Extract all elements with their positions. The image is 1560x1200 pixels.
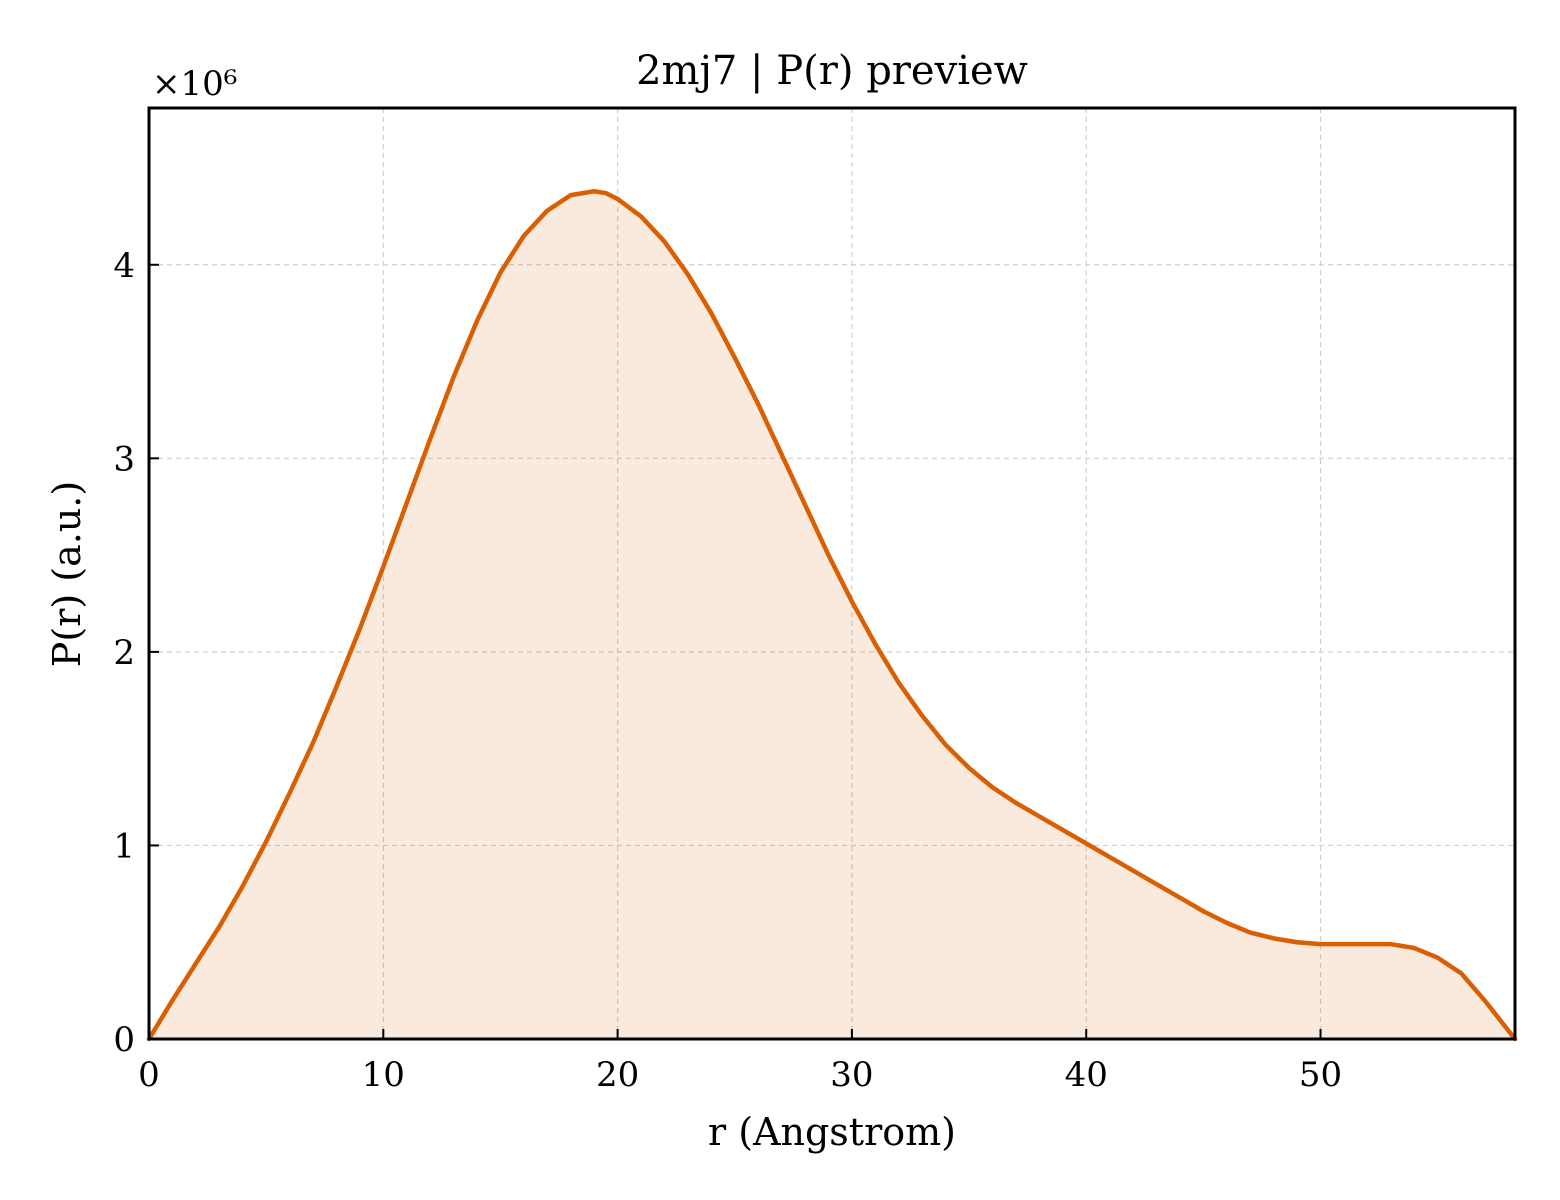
- y-tick-label: 4: [113, 246, 135, 286]
- y-multiplier-label: ×10⁶: [152, 64, 237, 104]
- x-tick-label: 40: [1065, 1055, 1108, 1095]
- y-tick-label: 3: [113, 439, 135, 479]
- series-area-layer: [149, 191, 1515, 1040]
- series-line: [146, 188, 1518, 1042]
- chart-title: 2mj7 | P(r) preview: [636, 48, 1028, 94]
- x-tick-label: 10: [362, 1055, 405, 1095]
- series-line-layer: [146, 188, 1518, 1042]
- x-tick-label: 20: [596, 1055, 639, 1095]
- x-tick-label: 0: [138, 1055, 160, 1095]
- x-axis-label: r (Angstrom): [708, 1110, 956, 1154]
- y-tick-label: 2: [113, 633, 135, 673]
- y-tick-label: 1: [113, 826, 135, 866]
- plot-frame: [147, 106, 1517, 1041]
- y-tick-label: 0: [113, 1020, 135, 1060]
- grid: [149, 108, 1515, 1039]
- x-tick-label: 50: [1299, 1055, 1342, 1095]
- x-tick-label: 30: [830, 1055, 873, 1095]
- ticks: 0 10 20 30 40 50 0 1 2 3 4: [113, 246, 1342, 1095]
- y-axis-label: P(r) (a.u.): [45, 481, 89, 667]
- series-area: [149, 191, 1515, 1040]
